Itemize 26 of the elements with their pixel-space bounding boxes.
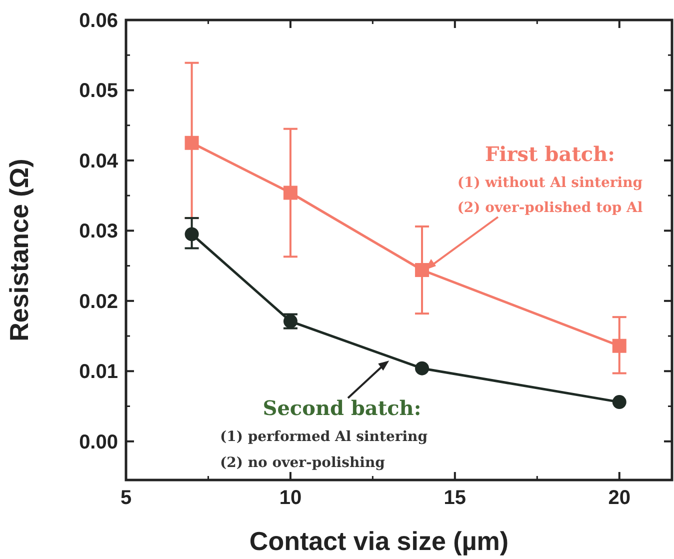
- point: [415, 361, 430, 376]
- point: [283, 186, 298, 200]
- y-tick-label: 0.01: [79, 361, 118, 384]
- y-tick-label: 0.03: [79, 220, 118, 243]
- x-tick-label: 10: [279, 487, 302, 509]
- y-tick-label: 0.00: [79, 431, 118, 454]
- annotation: (1) performed Al sintering: [220, 429, 428, 445]
- annotation: (2) no over-polishing: [220, 455, 386, 471]
- annotation: (1) without Al sintering: [457, 175, 643, 191]
- point: [612, 395, 626, 410]
- y-tick-label: 0.06: [79, 10, 118, 32]
- y-tick-label: 0.05: [79, 80, 118, 102]
- x-tick-label: 15: [444, 487, 466, 509]
- point: [184, 227, 199, 242]
- annotation: First batch:: [484, 142, 616, 166]
- annotation: (2) over-polished top Al: [457, 200, 643, 216]
- point: [612, 338, 626, 353]
- y-axis-title: Resistance (Ω): [4, 158, 34, 342]
- y-tick-label: 0.02: [79, 290, 118, 313]
- annotation: Second batch:: [262, 396, 422, 420]
- x-tick-label: 5: [120, 487, 132, 509]
- point: [415, 263, 430, 278]
- x-axis-title: Contact via size (µm): [249, 526, 509, 556]
- x-tick-label: 20: [608, 487, 630, 509]
- point: [184, 136, 199, 150]
- y-tick-label: 0.04: [79, 150, 119, 172]
